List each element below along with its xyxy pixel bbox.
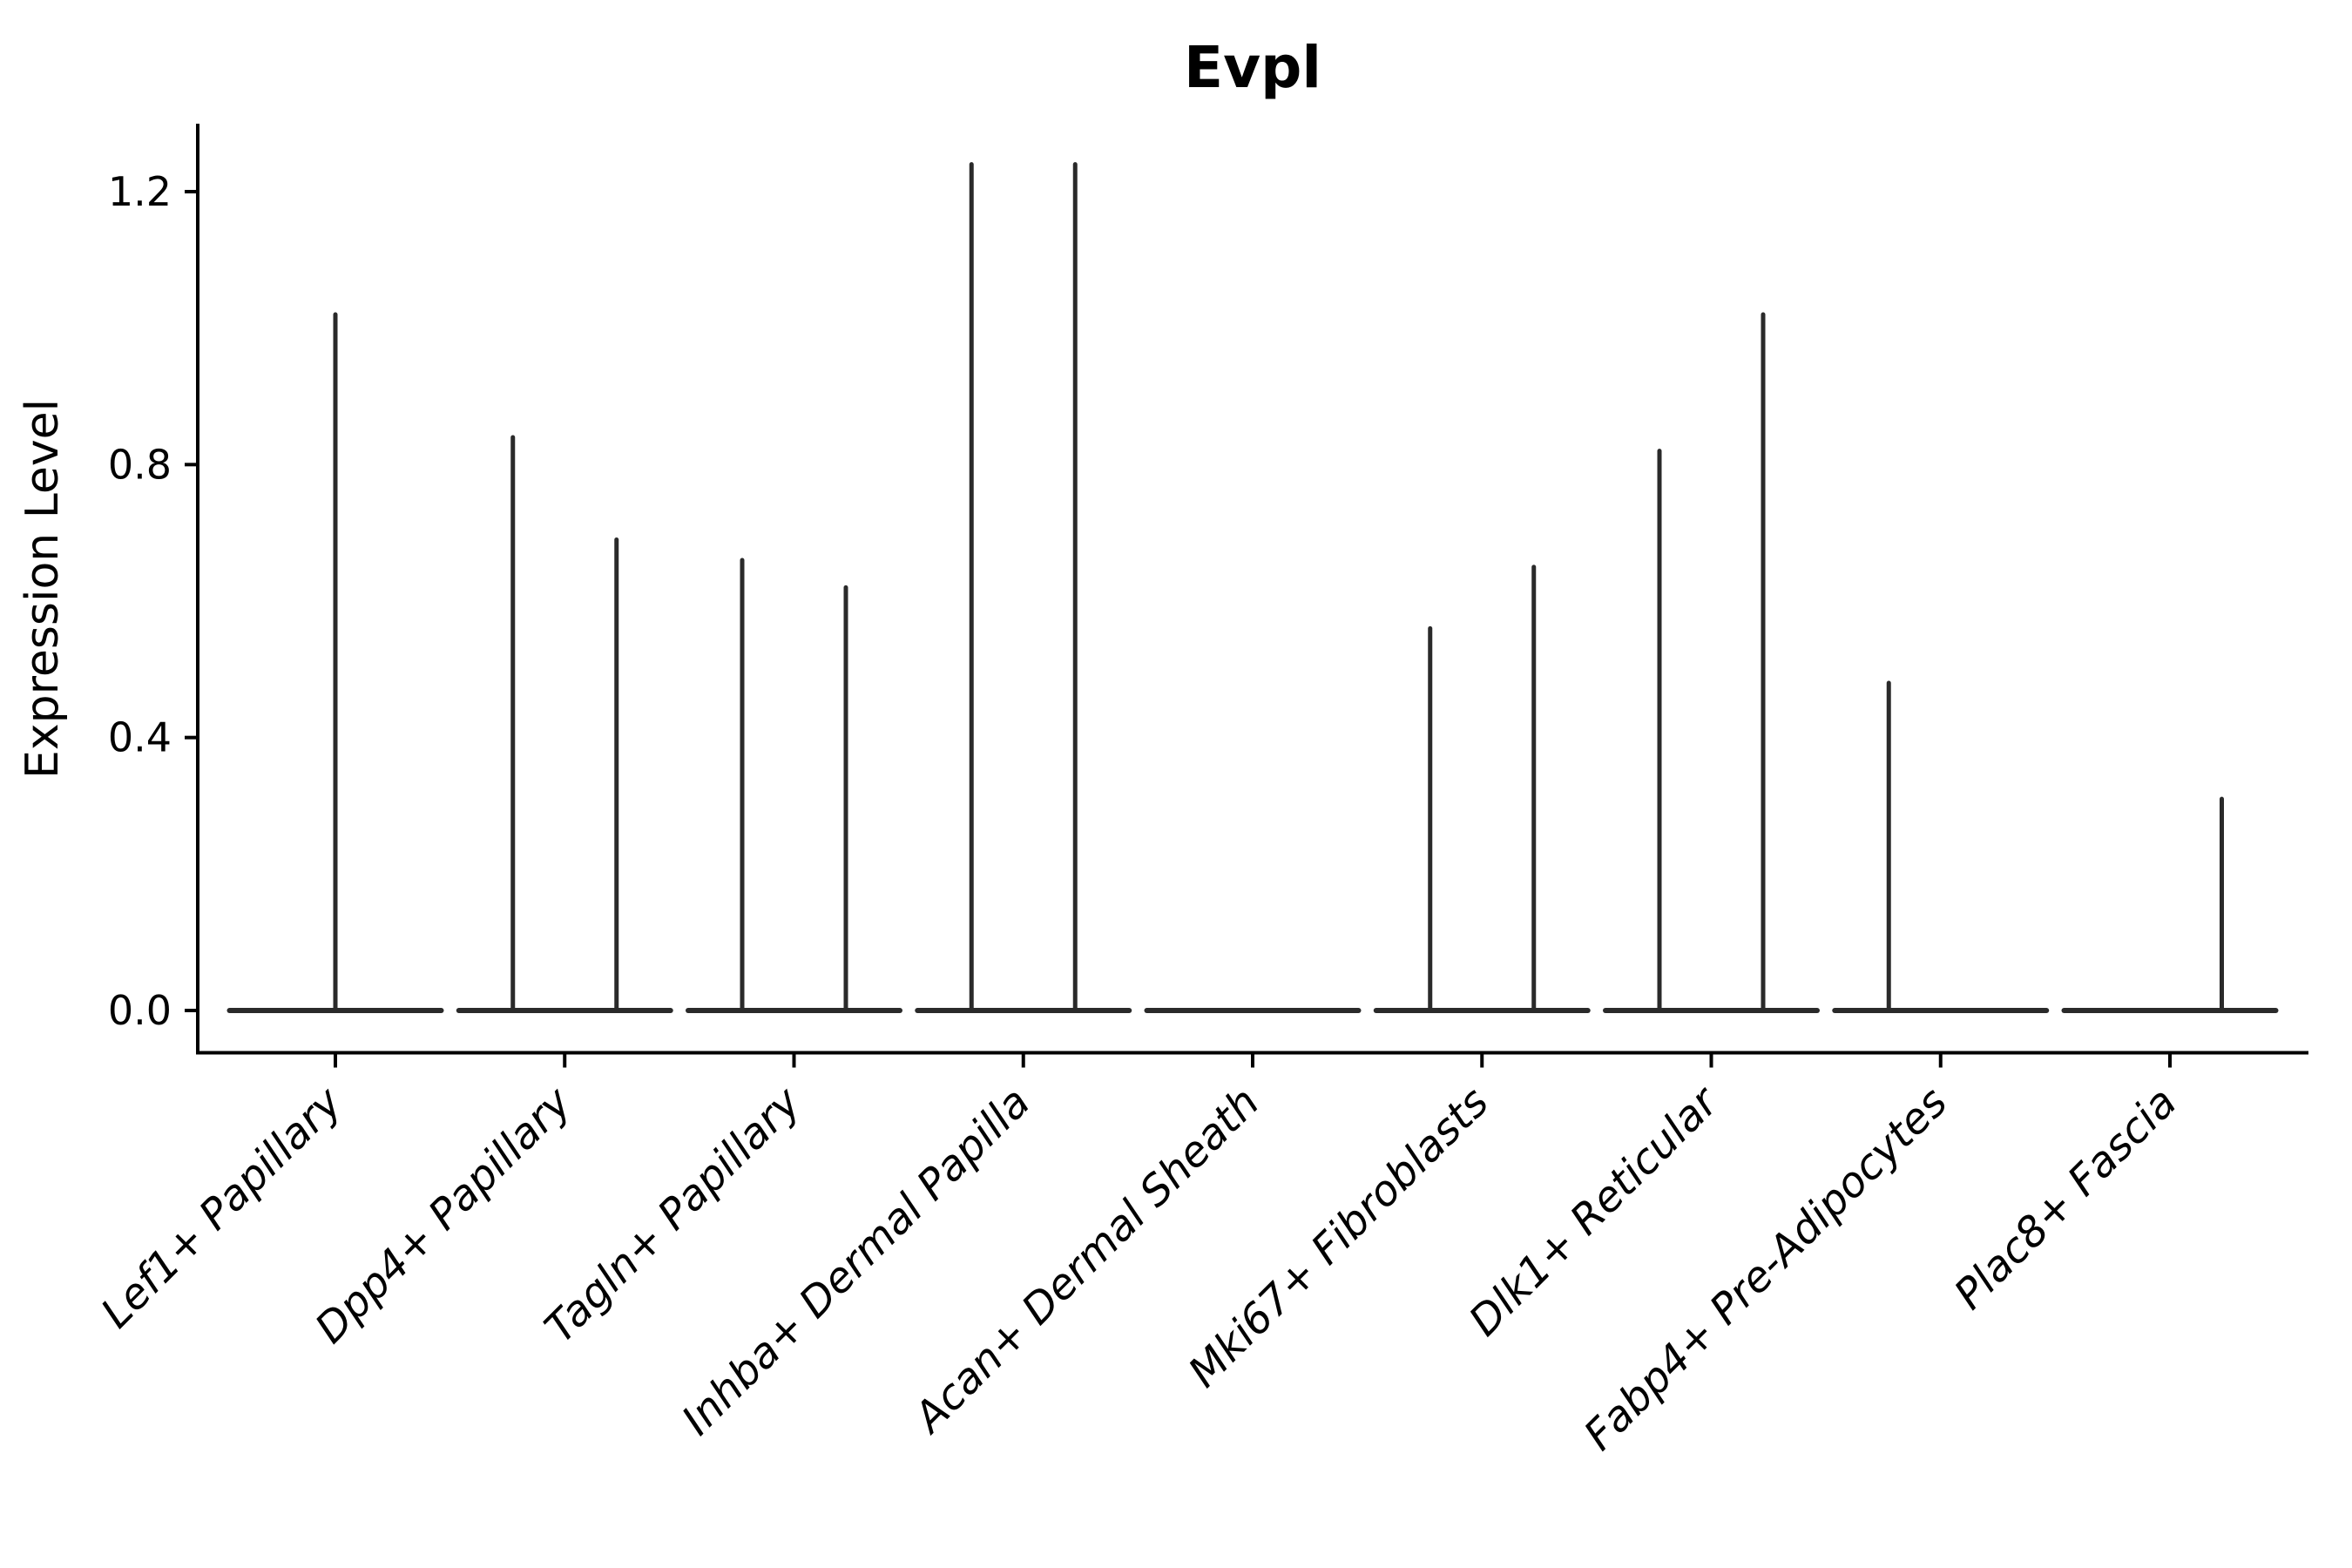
violin-group bbox=[686, 558, 902, 1013]
x-tick-label: Fabp4+ Pre-Adipocytes bbox=[1575, 1078, 1957, 1460]
y-tick-label: 1.2 bbox=[108, 168, 172, 215]
y-axis: 0.0 0.4 0.8 1.2 bbox=[108, 168, 198, 1034]
x-tick-label: Lef1+ Papillary bbox=[91, 1078, 352, 1338]
violin-group bbox=[1603, 312, 1820, 1013]
violin-group bbox=[1832, 680, 2050, 1013]
violin-group bbox=[1373, 564, 1591, 1013]
violin-group bbox=[226, 312, 444, 1013]
x-tick-label: Dpp4+ Papillary bbox=[306, 1078, 581, 1353]
y-tick-label: 0.0 bbox=[108, 987, 172, 1034]
x-tick-label: Dlk1+ Reticular bbox=[1460, 1076, 1730, 1346]
x-tick-label: Tagln+ Papillary bbox=[536, 1078, 811, 1353]
x-tick-label: Plac8+ Fascia bbox=[1945, 1078, 2186, 1319]
y-axis-label: Expression Level bbox=[17, 399, 69, 779]
chart-title: Evpl bbox=[1184, 34, 1321, 101]
violin-group bbox=[2061, 796, 2279, 1013]
y-tick-label: 0.4 bbox=[108, 714, 172, 761]
y-tick-label: 0.8 bbox=[108, 441, 172, 488]
violins-layer bbox=[226, 162, 2279, 1013]
violin-group bbox=[915, 162, 1132, 1013]
violin-group bbox=[456, 435, 673, 1013]
